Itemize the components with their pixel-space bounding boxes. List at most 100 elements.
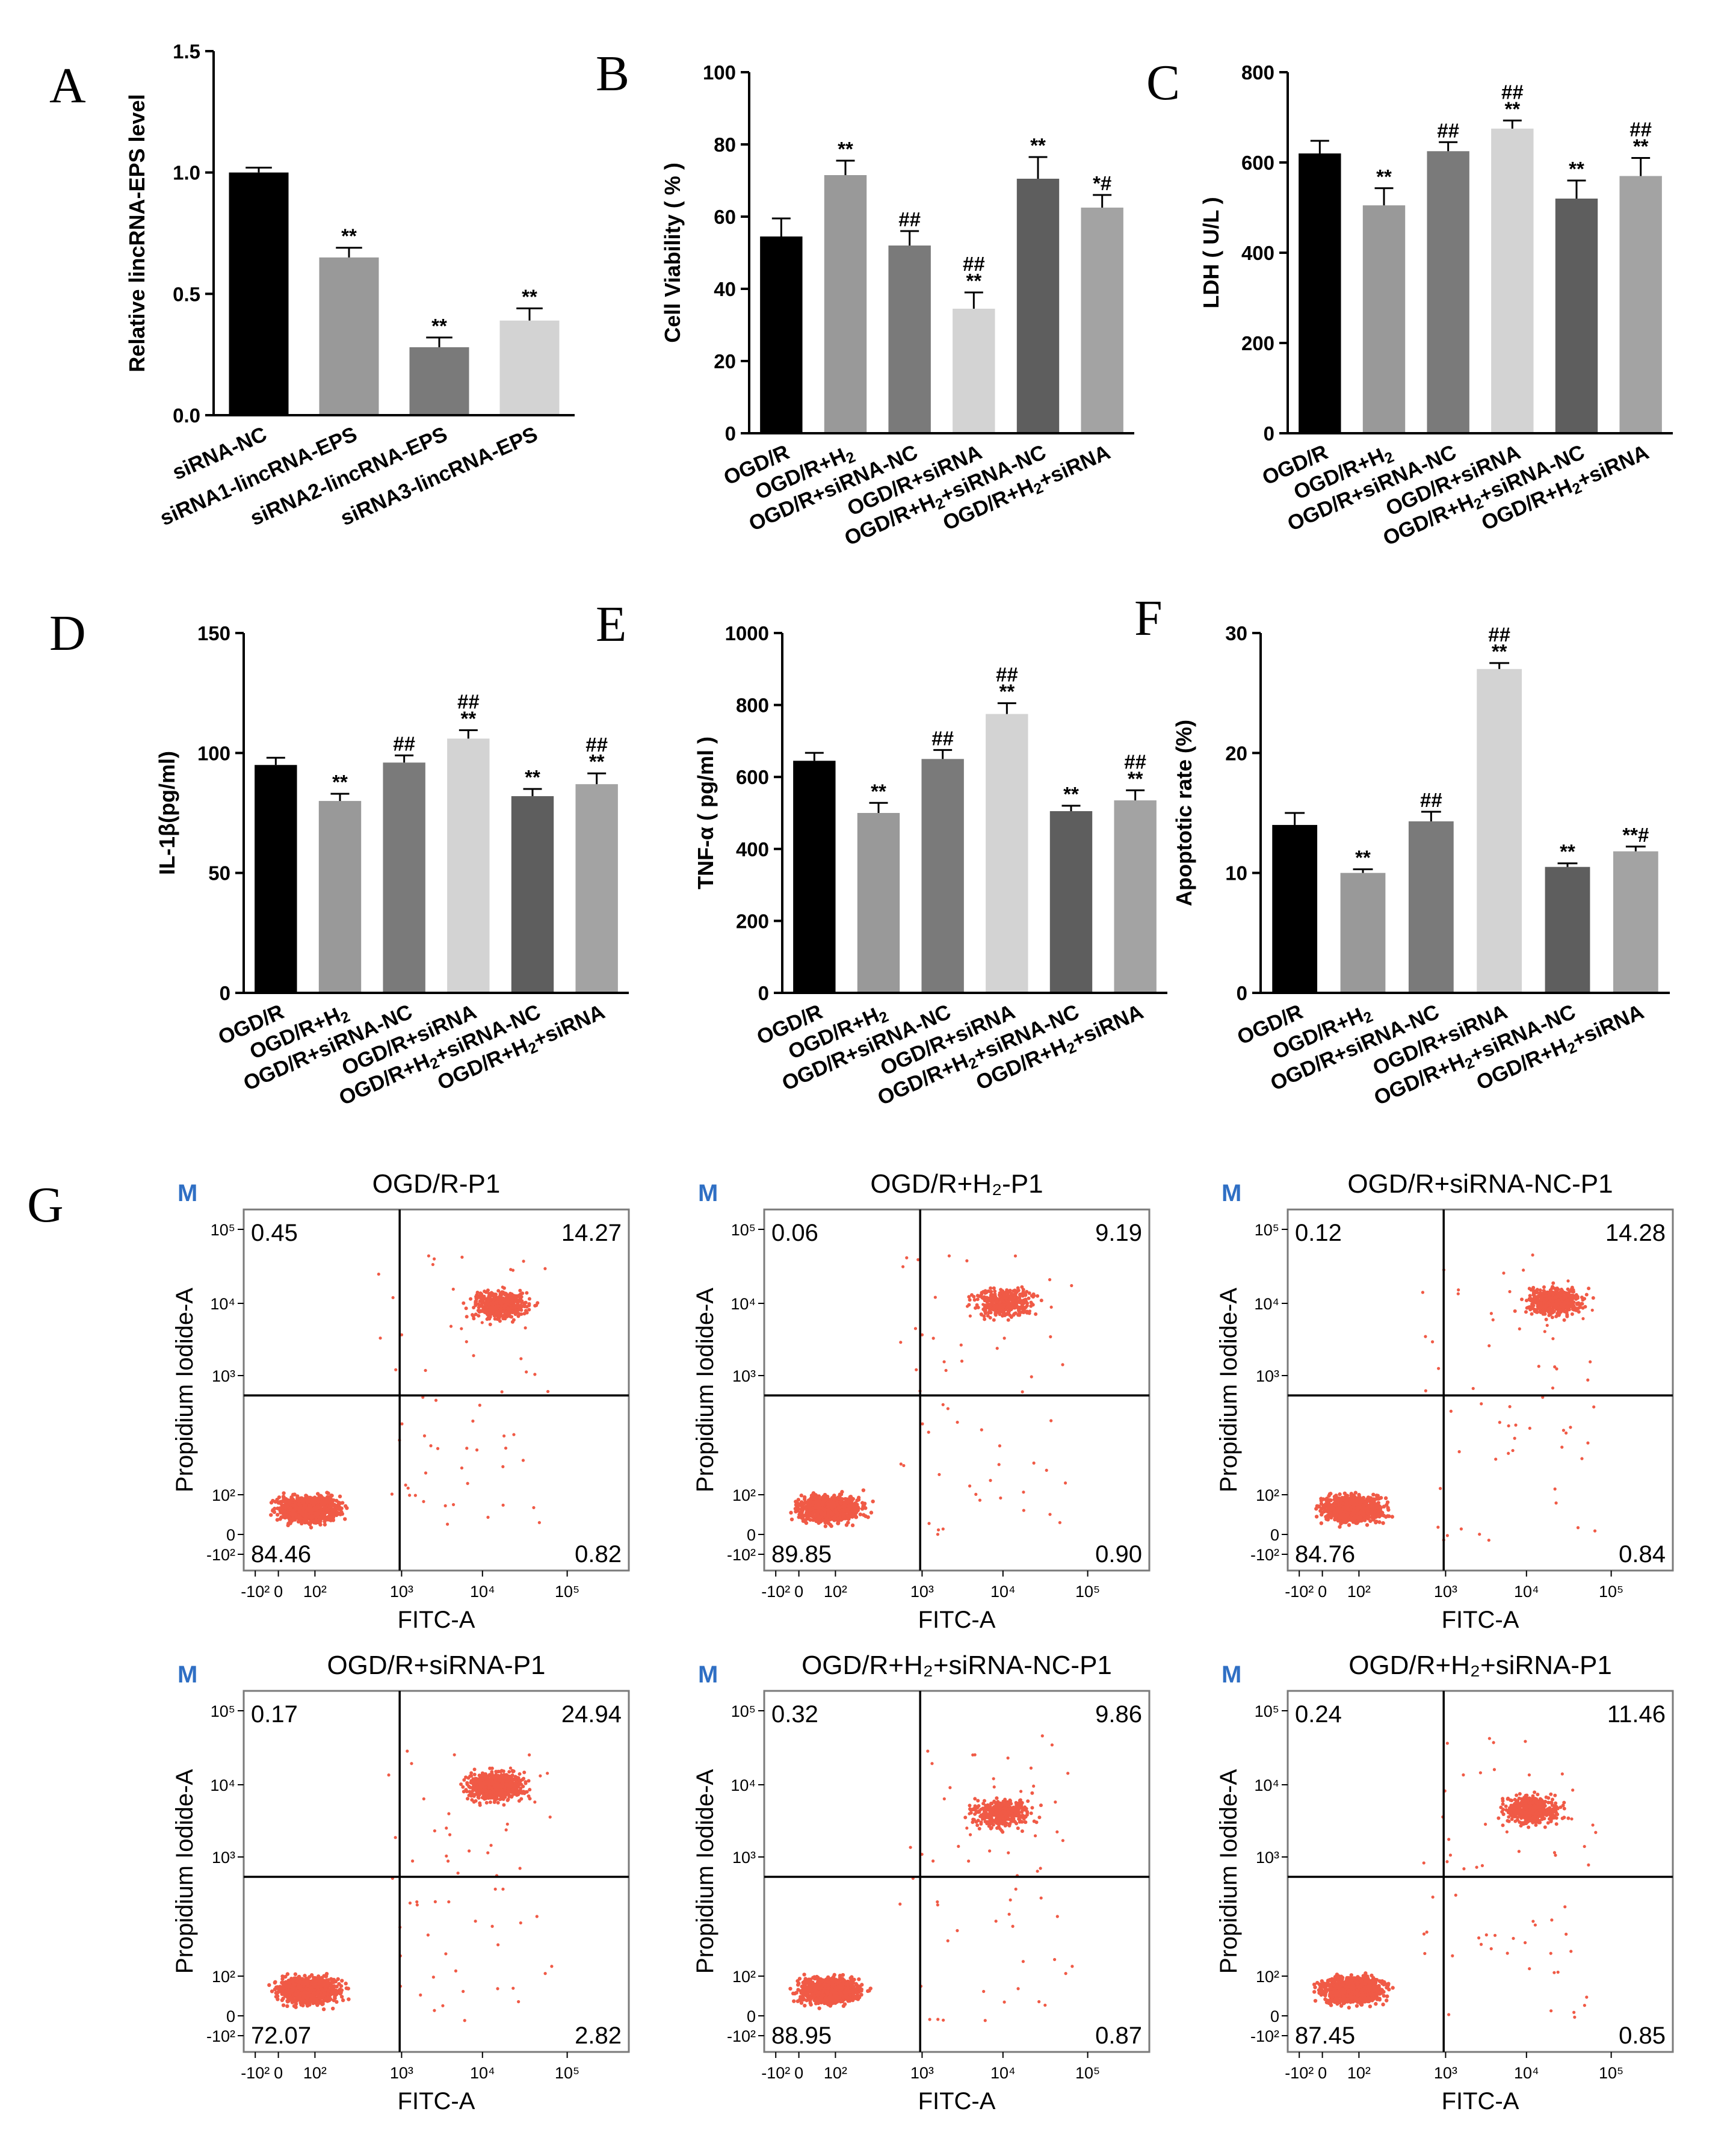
x-tick-label: -10² xyxy=(1285,1583,1314,1601)
dot xyxy=(429,1444,433,1448)
dot xyxy=(281,1499,286,1504)
dot xyxy=(297,1499,301,1503)
dot xyxy=(1327,1504,1332,1509)
dot xyxy=(827,1518,832,1522)
y-tick-label: 1000 xyxy=(725,622,769,644)
flow-title: OGD/R+H₂-P1 xyxy=(870,1169,1043,1199)
significance-marker: ** xyxy=(525,766,540,788)
dot xyxy=(850,1523,855,1528)
dot xyxy=(1524,1299,1528,1303)
dot xyxy=(1365,1509,1370,1514)
quadrant-upper-left: 0.06 xyxy=(771,1220,818,1246)
dot xyxy=(1028,1309,1032,1313)
dot xyxy=(1583,1305,1587,1309)
dot xyxy=(947,1254,951,1258)
y-tick-label: 10³ xyxy=(732,1367,756,1385)
dot xyxy=(862,1513,866,1517)
y-tick-label: 0 xyxy=(747,1526,756,1544)
y-tick-label: 30 xyxy=(1225,622,1247,644)
dot xyxy=(1445,1534,1449,1537)
dot xyxy=(1356,1511,1361,1515)
dot xyxy=(1022,1491,1025,1494)
dot xyxy=(280,1509,285,1513)
dot xyxy=(1002,1336,1006,1340)
dot-cloud xyxy=(269,1254,550,1530)
dot xyxy=(1338,1525,1342,1529)
dot xyxy=(1022,1301,1027,1305)
dot xyxy=(1528,1426,1531,1430)
dot xyxy=(1381,1521,1385,1525)
dot xyxy=(1008,1306,1012,1310)
y-tick-label: 0 xyxy=(1237,982,1247,1004)
dot xyxy=(1566,1279,1570,1283)
y-axis-label: TNF-α ( pg/ml ) xyxy=(693,737,718,889)
dot xyxy=(486,1288,490,1293)
dot xyxy=(1564,1431,1568,1435)
dot xyxy=(1550,1315,1554,1320)
dot xyxy=(490,1292,495,1296)
significance-marker: *# xyxy=(1093,172,1111,194)
dot xyxy=(431,1262,435,1267)
dot xyxy=(980,1428,983,1432)
dot xyxy=(500,1297,504,1301)
bar xyxy=(1114,800,1157,993)
dot xyxy=(471,1313,475,1317)
dot xyxy=(869,1510,874,1515)
dot xyxy=(1336,1510,1341,1514)
x-tick-label: 10² xyxy=(303,1583,327,1601)
y-tick-label: 50 xyxy=(208,862,230,885)
bar xyxy=(1619,176,1662,433)
dot xyxy=(519,1357,523,1361)
significance-marker: ** xyxy=(1063,783,1079,805)
dot xyxy=(845,1509,850,1513)
y-tick-label: 10² xyxy=(212,1486,235,1504)
dot xyxy=(1421,1291,1425,1294)
dot xyxy=(1551,1306,1555,1311)
significance-marker: ## xyxy=(898,208,921,230)
significance-marker: ## xyxy=(1629,119,1652,141)
dot xyxy=(546,1389,550,1394)
dot xyxy=(279,1515,283,1519)
significance-marker: ** xyxy=(871,780,886,802)
dot xyxy=(1542,1285,1546,1290)
dot xyxy=(811,1506,815,1511)
dot xyxy=(377,1272,380,1276)
x-tick-label: -10² xyxy=(241,1583,270,1601)
dot xyxy=(959,1343,963,1347)
dot xyxy=(1587,1287,1591,1291)
dot xyxy=(989,1478,992,1482)
dot xyxy=(509,1268,513,1271)
dot xyxy=(527,1308,531,1312)
dot xyxy=(1471,1386,1475,1391)
bar xyxy=(1477,669,1522,993)
dot xyxy=(901,1265,905,1268)
dot xyxy=(819,1519,823,1524)
dot xyxy=(1540,1291,1544,1296)
dot xyxy=(1554,1501,1558,1505)
dot xyxy=(522,1305,527,1309)
dot xyxy=(826,1503,831,1507)
flow-title: OGD/R+siRNA-NC-P1 xyxy=(1347,1169,1613,1199)
dot xyxy=(297,1510,301,1514)
dot xyxy=(836,1506,841,1510)
quadrant-upper-right: 14.28 xyxy=(1605,1220,1666,1246)
dot xyxy=(1530,1312,1534,1316)
dot xyxy=(1350,1513,1354,1517)
dot xyxy=(318,1522,323,1527)
bar xyxy=(1362,205,1406,433)
dot xyxy=(832,1494,836,1498)
dot xyxy=(325,1491,329,1495)
dot xyxy=(519,1312,524,1316)
significance-marker: ## xyxy=(1124,750,1146,773)
dot xyxy=(1531,1285,1536,1290)
dot xyxy=(436,1447,440,1450)
dot xyxy=(1580,1296,1584,1300)
dot xyxy=(475,1448,479,1452)
quadrant-upper-left: 0.45 xyxy=(251,1220,298,1246)
dot xyxy=(323,1522,327,1527)
panel-label: E xyxy=(596,596,626,652)
dot xyxy=(533,1373,537,1376)
dot xyxy=(303,1496,307,1501)
